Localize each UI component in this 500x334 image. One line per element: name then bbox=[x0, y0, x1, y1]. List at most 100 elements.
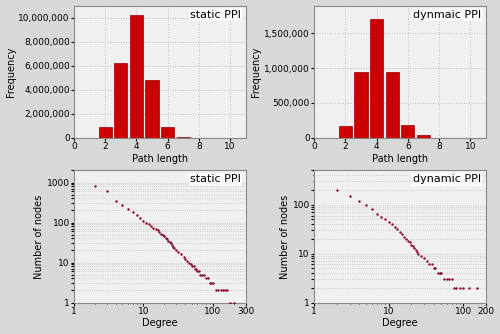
Point bbox=[91, 184, 99, 189]
Point bbox=[172, 248, 180, 253]
Point bbox=[402, 236, 410, 241]
Point bbox=[355, 198, 363, 203]
Bar bbox=[354, 71, 368, 138]
Point bbox=[200, 272, 208, 277]
Point bbox=[142, 220, 150, 225]
Point bbox=[410, 245, 418, 251]
Point bbox=[112, 198, 120, 203]
Point bbox=[426, 262, 434, 267]
Point bbox=[346, 193, 354, 199]
Point bbox=[212, 288, 220, 293]
Point bbox=[382, 217, 390, 222]
Point bbox=[214, 288, 222, 293]
Point bbox=[390, 224, 398, 230]
Point bbox=[434, 271, 442, 276]
Point bbox=[450, 285, 458, 291]
Point bbox=[226, 300, 234, 305]
Point bbox=[170, 245, 178, 251]
Point bbox=[472, 285, 480, 291]
Point bbox=[132, 213, 140, 218]
Point bbox=[162, 235, 170, 240]
X-axis label: Path length: Path length bbox=[132, 154, 188, 164]
Point bbox=[368, 207, 376, 212]
Point bbox=[332, 187, 340, 193]
Bar bbox=[417, 136, 430, 138]
Point bbox=[163, 237, 171, 242]
Point bbox=[194, 269, 202, 274]
Text: dynmaic PPI: dynmaic PPI bbox=[412, 9, 480, 19]
Point bbox=[430, 266, 438, 271]
Y-axis label: Frequency: Frequency bbox=[252, 46, 262, 97]
Point bbox=[184, 260, 192, 265]
Point bbox=[398, 231, 406, 237]
Point bbox=[158, 232, 166, 238]
Text: dynamic PPI: dynamic PPI bbox=[412, 174, 480, 184]
Point bbox=[168, 242, 176, 247]
Point bbox=[406, 239, 413, 245]
Point bbox=[181, 257, 189, 262]
Point bbox=[460, 285, 468, 291]
Point bbox=[440, 277, 448, 282]
Point bbox=[177, 252, 185, 257]
Point bbox=[170, 244, 177, 249]
Point bbox=[188, 264, 196, 269]
Y-axis label: Frequency: Frequency bbox=[6, 46, 16, 97]
Point bbox=[164, 238, 172, 243]
Bar bbox=[98, 127, 112, 138]
Point bbox=[196, 272, 203, 277]
Point bbox=[152, 226, 160, 231]
Point bbox=[156, 229, 164, 235]
Point bbox=[437, 271, 445, 276]
Y-axis label: Number of nodes: Number of nodes bbox=[280, 194, 290, 279]
Point bbox=[396, 229, 404, 234]
Point bbox=[436, 271, 444, 276]
Point bbox=[393, 226, 401, 231]
Point bbox=[103, 189, 111, 194]
Point bbox=[407, 242, 415, 247]
Point bbox=[373, 211, 381, 216]
Point bbox=[206, 281, 214, 286]
Bar bbox=[176, 137, 190, 138]
Bar bbox=[338, 126, 352, 138]
Point bbox=[154, 227, 162, 233]
Point bbox=[198, 272, 206, 277]
Point bbox=[190, 264, 198, 269]
Point bbox=[208, 281, 216, 286]
Point bbox=[124, 206, 132, 211]
Point bbox=[118, 202, 126, 207]
Point bbox=[202, 276, 210, 281]
Point bbox=[216, 288, 224, 293]
Point bbox=[204, 276, 212, 281]
Point bbox=[219, 288, 227, 293]
Point bbox=[456, 285, 464, 291]
Point bbox=[140, 218, 147, 223]
Point bbox=[420, 256, 428, 261]
Point bbox=[190, 266, 198, 271]
Point bbox=[160, 234, 168, 239]
Point bbox=[148, 224, 156, 229]
Point bbox=[207, 281, 215, 286]
X-axis label: Degree: Degree bbox=[382, 318, 418, 328]
Point bbox=[195, 269, 203, 274]
X-axis label: Degree: Degree bbox=[142, 318, 178, 328]
Point bbox=[384, 219, 392, 224]
Point bbox=[182, 258, 190, 264]
Point bbox=[424, 259, 432, 264]
Point bbox=[167, 241, 175, 246]
Point bbox=[412, 247, 420, 253]
Point bbox=[428, 262, 436, 267]
Point bbox=[378, 215, 386, 220]
Point bbox=[466, 285, 473, 291]
Bar bbox=[114, 63, 128, 138]
Point bbox=[432, 266, 440, 271]
Point bbox=[452, 285, 460, 291]
Point bbox=[221, 288, 229, 293]
Bar bbox=[386, 71, 399, 138]
Bar bbox=[370, 19, 383, 138]
Point bbox=[404, 238, 412, 244]
Point bbox=[145, 222, 153, 227]
Point bbox=[400, 234, 408, 239]
Point bbox=[413, 249, 421, 254]
Point bbox=[157, 231, 165, 236]
Text: static PPI: static PPI bbox=[190, 174, 240, 184]
